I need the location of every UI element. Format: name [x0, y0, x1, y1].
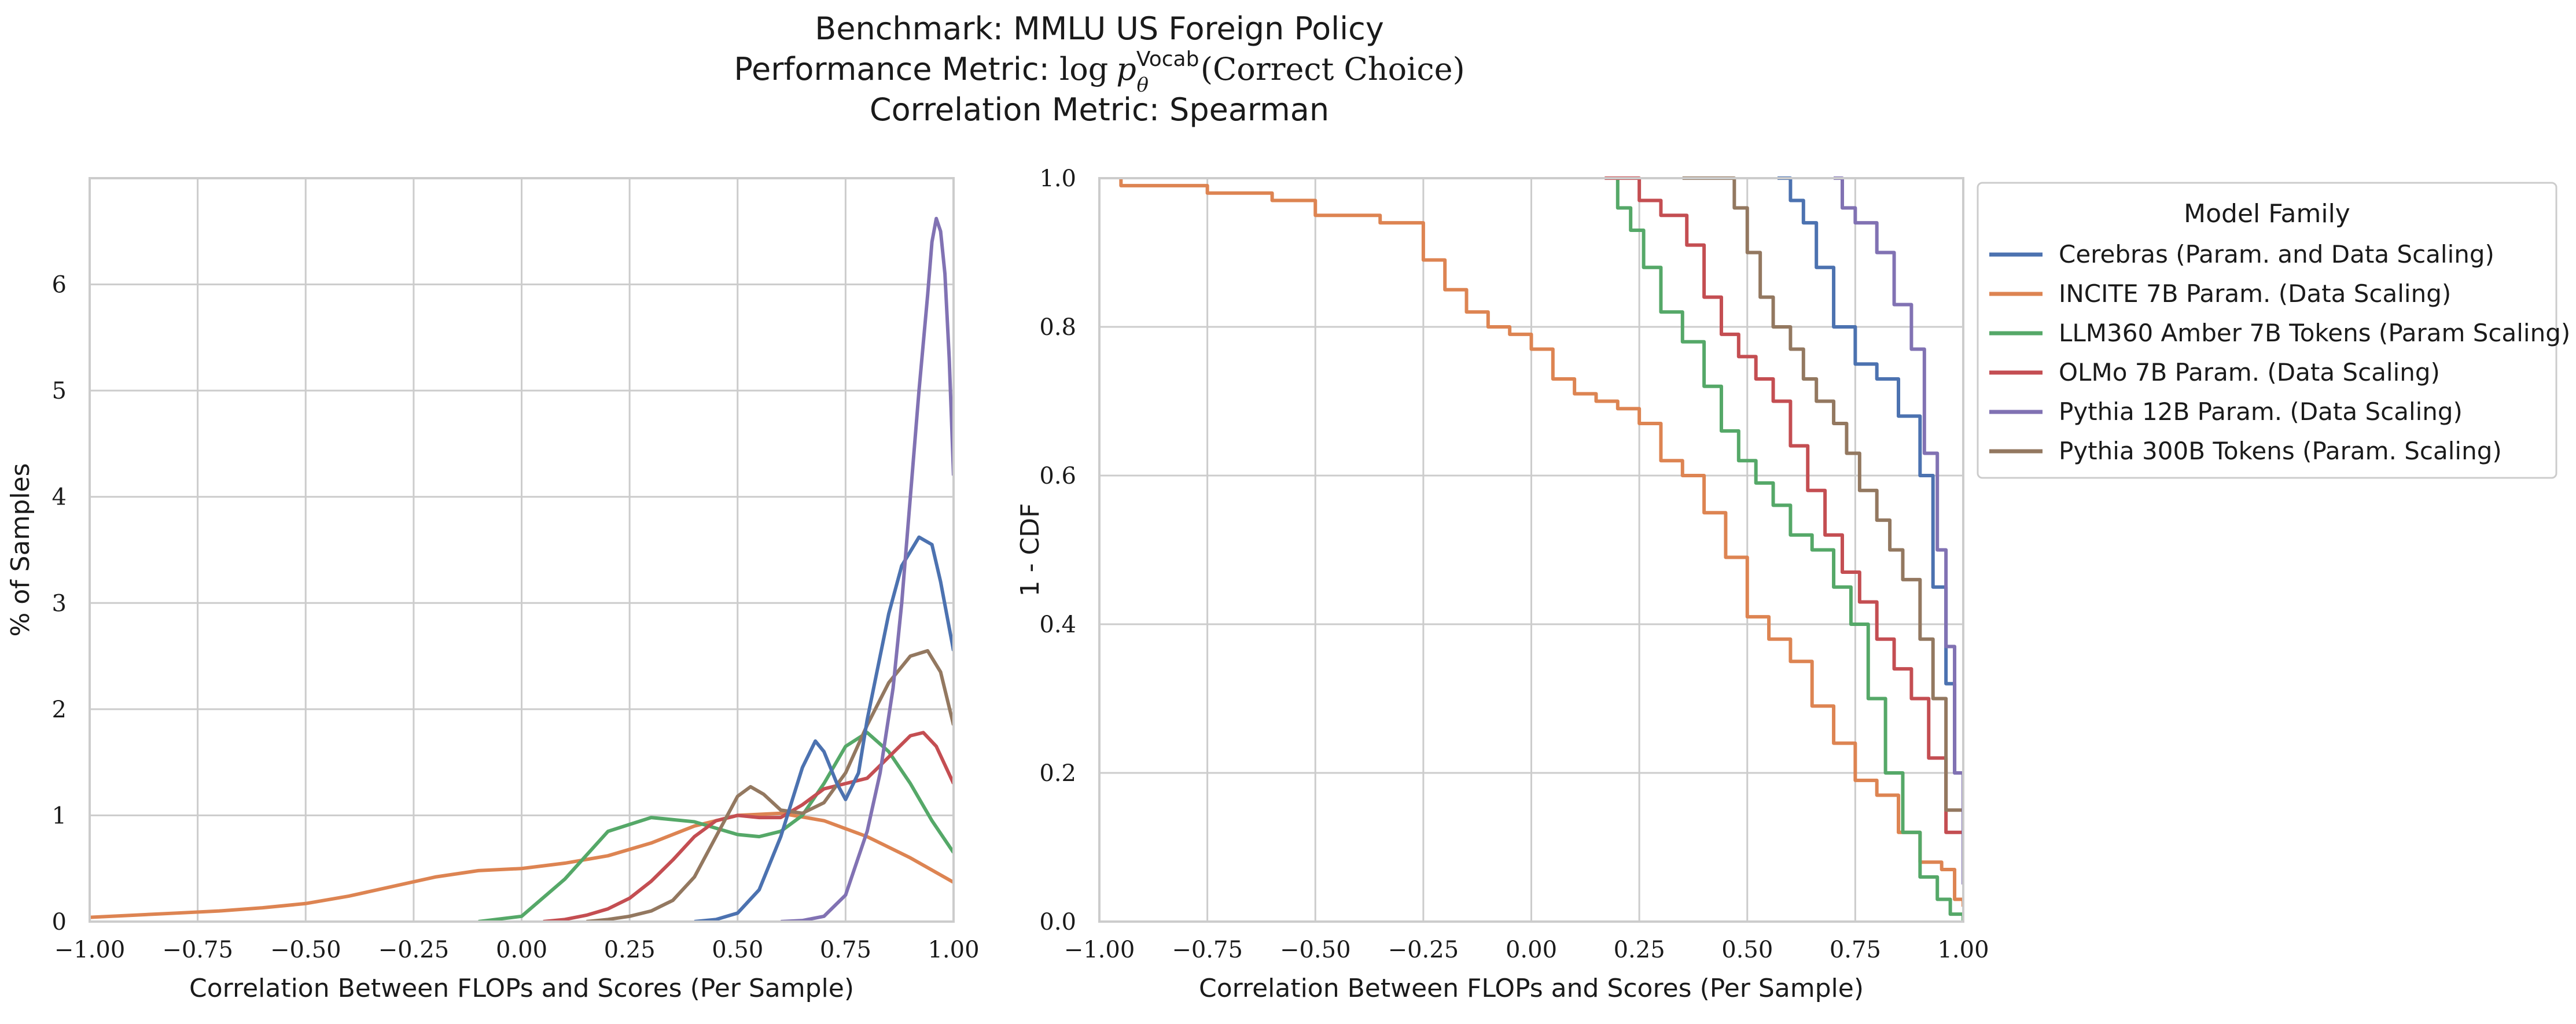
survival-series-pythia12b [1834, 176, 1963, 885]
kde-y-tick-label: 0 [52, 909, 67, 935]
kde-series-incite [90, 811, 954, 919]
kde-series-cerebras [694, 535, 954, 922]
kde-x-tick-label: 1.00 [928, 937, 979, 963]
legend-item-pythia300b: Pythia 300B Tokens (Param. Scaling) [1989, 437, 2502, 465]
kde-series-pythia300b [586, 649, 954, 922]
kde-y-tick-label: 5 [52, 378, 67, 404]
title-math-sub: θ [1136, 73, 1148, 97]
legend-label: LLM360 Amber 7B Tokens (Param Scaling) [2059, 319, 2570, 347]
kde-y-tick-label: 3 [52, 590, 67, 617]
legend-title: Model Family [2184, 199, 2350, 229]
kde-y-axis-label: % of Samples [6, 463, 35, 636]
kde-y-tick-label: 4 [52, 484, 67, 511]
kde-y-tick-label: 1 [52, 802, 67, 829]
survival-panel: −1.00 −0.75 −0.50 −0.25 0.00 0.25 0.50 0.75 1.00… [1015, 165, 1989, 1003]
legend-box [1977, 182, 2557, 479]
survival-y-tick-label: 0.8 [1039, 314, 1076, 341]
survival-y-tick-label: 1.0 [1039, 165, 1076, 192]
figure-title: Benchmark: MMLU US Foreign Policy Perfor… [734, 10, 1464, 128]
title-math-sup: Vocab [1136, 47, 1199, 71]
title-line-2-suffix: (Correct Choice) [1201, 51, 1465, 87]
kde-gridlines [89, 178, 955, 923]
kde-series-pythia12b [781, 216, 954, 922]
kde-x-axis-label: Correlation Between FLOPs and Scores (Pe… [189, 974, 854, 1003]
kde-series-llm360 [478, 731, 954, 922]
kde-y-tick-label: 6 [52, 272, 67, 299]
kde-x-tick-label: 0.75 [820, 937, 871, 963]
title-math-log: log [1059, 51, 1108, 87]
survival-x-tick-label: −0.50 [1280, 937, 1351, 963]
kde-panel: −1.00 −0.75 −0.50 −0.25 0.00 0.25 0.50 0.75 1.00… [6, 177, 980, 1003]
legend-label: Pythia 300B Tokens (Param. Scaling) [2059, 437, 2502, 465]
legend-item-pythia12b: Pythia 12B Param. (Data Scaling) [1989, 397, 2463, 426]
survival-series-pythia300b [1682, 176, 1963, 870]
survival-y-tick-label: 0.4 [1039, 612, 1076, 638]
survival-y-tick-label: 0.6 [1039, 463, 1076, 489]
legend-label: Cerebras (Param. and Data Scaling) [2059, 240, 2494, 268]
legend-item-llm360: LLM360 Amber 7B Tokens (Param Scaling) [1989, 319, 2570, 347]
survival-axes-frame [1098, 177, 1964, 923]
title-line-2-prefix: Performance Metric: [734, 51, 1059, 87]
survival-series-incite [1119, 178, 1963, 907]
kde-series-olmo [543, 731, 954, 922]
legend-item-olmo: OLMo 7B Param. (Data Scaling) [1989, 358, 2440, 386]
survival-x-tick-label: 0.50 [1721, 937, 1773, 963]
kde-x-tick-label: −0.75 [162, 937, 233, 963]
kde-series [90, 216, 954, 922]
survival-x-ticks: −1.00 −0.75 −0.50 −0.25 0.00 0.25 0.50 0.75 1.00 [1064, 937, 1989, 963]
survival-x-tick-label: 1.00 [1937, 937, 1989, 963]
survival-x-tick-label: 0.75 [1830, 937, 1881, 963]
survival-x-tick-label: −1.00 [1064, 937, 1135, 963]
survival-series-cerebras [1778, 176, 1963, 863]
survival-x-tick-label: −0.75 [1172, 937, 1243, 963]
kde-axes-frame [89, 177, 955, 923]
legend-label: Pythia 12B Param. (Data Scaling) [2059, 397, 2463, 426]
kde-x-tick-label: −1.00 [54, 937, 126, 963]
survival-x-axis-label: Correlation Between FLOPs and Scores (Pe… [1199, 974, 1864, 1003]
kde-x-tick-label: −0.50 [270, 937, 341, 963]
title-line-2: Performance Metric: log pVocab θ (Correct C… [734, 47, 1464, 97]
legend-entries: Cerebras (Param. and Data Scaling) INCITE… [1989, 240, 2570, 465]
survival-series-olmo [1605, 176, 1963, 870]
kde-y-ticks: 0 1 2 3 4 5 6 [52, 272, 67, 935]
kde-x-tick-label: 0.00 [496, 937, 547, 963]
kde-x-tick-label: 0.50 [712, 937, 763, 963]
survival-y-axis-label: 1 - CDF [1015, 503, 1045, 597]
legend-label: INCITE 7B Param. (Data Scaling) [2059, 279, 2451, 308]
survival-x-tick-label: −0.25 [1388, 937, 1459, 963]
title-math-p: p [1116, 51, 1136, 87]
legend-item-incite: INCITE 7B Param. (Data Scaling) [1989, 279, 2451, 308]
legend: Model Family Cerebras (Param. and Data S… [1977, 182, 2570, 479]
survival-y-tick-label: 0.2 [1039, 760, 1076, 787]
survival-series [1119, 176, 1963, 922]
kde-x-ticks: −1.00 −0.75 −0.50 −0.25 0.00 0.25 0.50 0.75 1.00 [54, 937, 980, 963]
kde-x-tick-label: −0.25 [378, 937, 450, 963]
kde-x-tick-label: 0.25 [604, 937, 656, 963]
title-line-3: Correlation Metric: Spearman [870, 91, 1329, 128]
legend-item-cerebras: Cerebras (Param. and Data Scaling) [1989, 240, 2494, 268]
survival-y-tick-label: 0.0 [1039, 909, 1076, 935]
survival-x-tick-label: 0.25 [1614, 937, 1665, 963]
survival-x-tick-label: 0.00 [1506, 937, 1557, 963]
kde-y-tick-label: 2 [52, 697, 67, 723]
survival-y-ticks: 0.0 0.2 0.4 0.6 0.8 1.0 [1039, 165, 1076, 935]
title-line-1: Benchmark: MMLU US Foreign Policy [815, 10, 1384, 47]
survival-series-llm360 [1605, 176, 1963, 922]
legend-label: OLMo 7B Param. (Data Scaling) [2059, 358, 2440, 386]
